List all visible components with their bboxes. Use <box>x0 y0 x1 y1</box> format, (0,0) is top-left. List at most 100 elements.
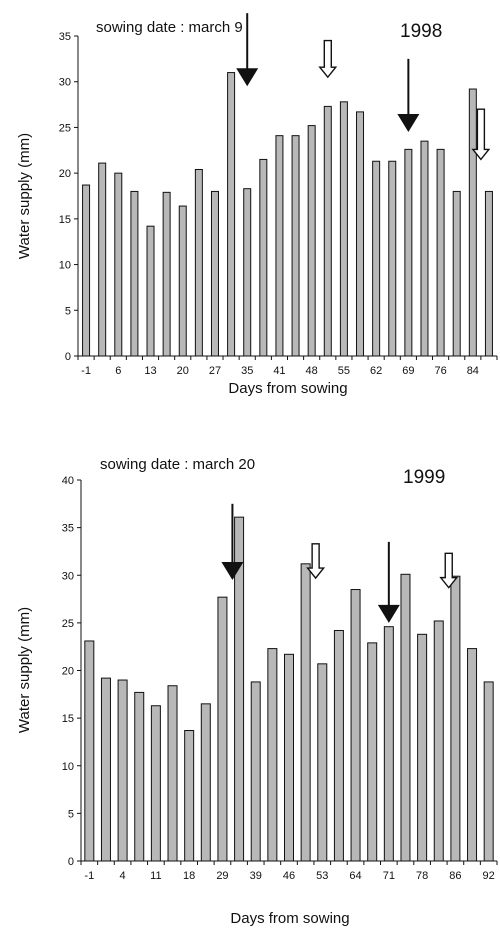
x-tick-label: 55 <box>338 365 350 377</box>
bar-series <box>82 72 493 357</box>
bar-day-10 <box>130 190 139 357</box>
bar-day-66 <box>388 160 397 357</box>
bar-day-89 <box>467 648 478 862</box>
x-tick-label: 29 <box>216 870 228 882</box>
y-tick-label: 0 <box>68 856 74 868</box>
bar-day-62 <box>372 160 381 357</box>
bar-day-52 <box>323 105 332 357</box>
x-tick-label: 18 <box>183 870 195 882</box>
axes-lines <box>80 480 497 862</box>
y-axis-label: Water supply (mm) <box>16 607 33 733</box>
x-tick-label: 4 <box>120 870 126 882</box>
bar-day-18 <box>184 730 195 862</box>
y-axis-ticks: 0 5 10 15 20 25 30 35 40 <box>62 475 81 868</box>
y-tick-label: 15 <box>62 713 74 725</box>
bar-day--1 <box>82 184 91 357</box>
bar-day-31 <box>227 72 236 357</box>
bar-day-38 <box>259 158 268 357</box>
y-tick-label: 40 <box>62 475 74 487</box>
bar-day-29 <box>217 596 228 862</box>
y-tick-label: 25 <box>59 122 71 134</box>
bar-day-71 <box>383 626 394 862</box>
x-tick-label: 53 <box>316 870 328 882</box>
bar-day-78 <box>417 633 428 862</box>
x-tick-label: 48 <box>306 365 318 377</box>
bar-day-27 <box>210 190 219 357</box>
bar-day-86 <box>450 575 461 862</box>
y-tick-label: 30 <box>62 570 74 582</box>
bar-day-15 <box>167 685 178 862</box>
x-axis-label: Days from sowing <box>230 910 349 927</box>
bar-day-6 <box>114 172 123 357</box>
bar-day-41 <box>275 135 284 357</box>
x-tick-label: 39 <box>250 870 262 882</box>
x-tick-label: 11 <box>150 870 161 882</box>
bar-day--1 <box>84 640 95 862</box>
bar-day-8 <box>134 691 145 862</box>
bar-day-59 <box>356 111 365 357</box>
bar-day-24 <box>194 168 203 357</box>
y-tick-label: 20 <box>59 168 71 180</box>
bar-day-1 <box>100 677 111 862</box>
y-tick-label: 20 <box>62 666 74 678</box>
x-tick-label: 46 <box>283 870 295 882</box>
y-tick-label: 35 <box>59 31 71 43</box>
arrow-annotations <box>236 13 491 161</box>
chart-panel-1999: sowing date : march 20 1999 Water supply… <box>16 456 498 927</box>
y-tick-label: 5 <box>65 305 71 317</box>
solid-arrow-icon <box>397 114 420 132</box>
hollow-arrow-icon <box>471 108 491 161</box>
bar-day-75 <box>400 573 411 862</box>
hollow-arrow-icon <box>306 543 326 580</box>
x-axis-label: Days from sowing <box>228 380 347 397</box>
solid-arrow-icon <box>221 562 244 581</box>
x-tick-label: 92 <box>483 870 495 882</box>
x-tick-label: 20 <box>177 365 189 377</box>
bar-day-43 <box>267 648 278 862</box>
bar-day-48 <box>307 125 316 357</box>
x-tick-label: 13 <box>144 365 156 377</box>
bar-series <box>84 516 494 862</box>
chart-year-label: 1998 <box>400 21 442 42</box>
y-axis-ticks: 0 5 10 15 20 25 30 35 <box>59 31 78 363</box>
x-tick-label: 62 <box>370 365 382 377</box>
hollow-arrow-icon <box>439 552 459 589</box>
bar-day-20 <box>178 205 187 357</box>
chart-title: sowing date : march 20 <box>100 456 255 473</box>
x-tick-label: 27 <box>209 365 221 377</box>
x-tick-label: 6 <box>115 365 121 377</box>
axes-lines <box>77 36 497 357</box>
x-tick-label: 41 <box>273 365 285 377</box>
chart-panel-1998: sowing date : march 9 1998 Water supply … <box>16 13 498 397</box>
y-tick-label: 15 <box>59 214 71 226</box>
bar-day-80 <box>452 190 461 357</box>
bar-day-87 <box>484 190 493 357</box>
bar-day-13 <box>146 225 155 357</box>
bar-day-4 <box>117 679 128 862</box>
x-tick-label: 76 <box>434 365 446 377</box>
x-tick-label: -1 <box>81 365 91 377</box>
bar-day-76 <box>436 148 445 357</box>
bar-day-22 <box>200 703 211 862</box>
bar-day-84 <box>468 88 477 357</box>
solid-arrow-icon <box>236 68 259 87</box>
x-axis-ticks: -1 6 13 20 27 35 41 48 55 62 69 76 84 <box>77 356 498 377</box>
bar-day-17 <box>162 191 171 357</box>
y-axis-label: Water supply (mm) <box>16 133 33 259</box>
y-tick-label: 10 <box>59 260 71 272</box>
bar-day-35 <box>243 188 252 357</box>
x-tick-label: 71 <box>383 870 395 882</box>
bar-day-45 <box>291 135 300 357</box>
y-tick-label: 10 <box>62 761 74 773</box>
y-tick-label: 5 <box>68 808 74 820</box>
x-tick-label: 84 <box>467 365 479 377</box>
y-tick-label: 0 <box>65 351 71 363</box>
bar-day-68 <box>367 642 378 862</box>
bar-day-73 <box>420 140 429 357</box>
x-tick-label: 78 <box>416 870 428 882</box>
bar-day-55 <box>339 101 348 357</box>
y-tick-label: 25 <box>62 618 74 630</box>
bar-day-11 <box>150 705 161 862</box>
arrow-annotations <box>221 503 459 623</box>
x-tick-label: 35 <box>241 365 253 377</box>
